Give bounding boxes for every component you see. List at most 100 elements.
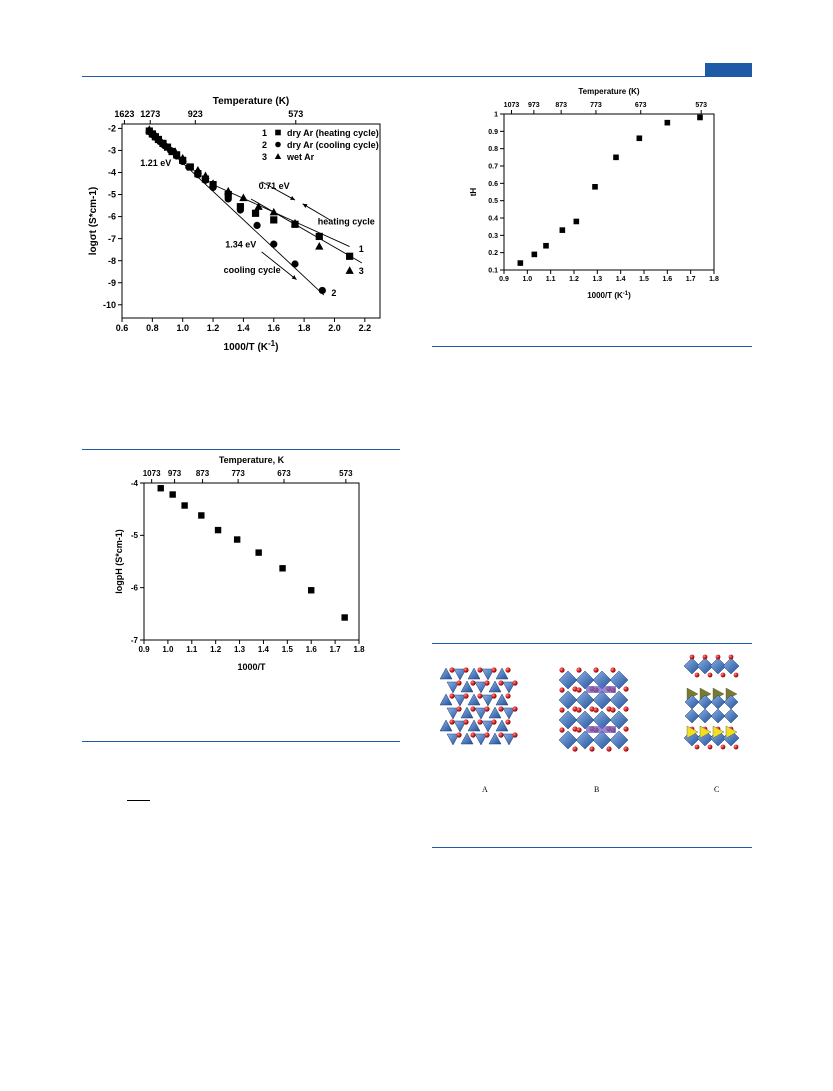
- oxygen-atom: [694, 744, 700, 750]
- figure-rule-right-3: [432, 847, 752, 848]
- chart3-top-tick-label: 873: [555, 102, 567, 109]
- interlayer-tetrahedron: [699, 725, 712, 739]
- chart3-x-tick-label: 0.9: [499, 276, 509, 283]
- oxygen-atom: [623, 706, 629, 712]
- chart2-top-tick-label: 573: [339, 469, 353, 478]
- tetrahedron: [460, 706, 474, 719]
- oxygen-atom: [512, 732, 518, 738]
- oxygen-atom: [505, 667, 511, 673]
- header-rule: [82, 76, 752, 77]
- oxygen-atom: [589, 746, 595, 752]
- chart1-series1-point: [251, 209, 260, 217]
- octahedron: [609, 670, 629, 690]
- oxygen-atom: [576, 667, 582, 673]
- tetrahedron: [502, 707, 516, 720]
- chart3-y-tick-label: 0.4: [488, 215, 498, 222]
- chart1-annotation: 1.21 eV: [140, 158, 171, 168]
- chart3-series1-point: [573, 218, 580, 225]
- octahedron: [609, 690, 629, 710]
- oxygen-atom: [512, 706, 518, 712]
- figure-rule-left-2: [82, 741, 400, 742]
- oxygen-atom: [470, 680, 476, 686]
- tetrahedron: [439, 667, 453, 680]
- chart1-legend-number: 2: [262, 140, 267, 150]
- chart1-series1-point: [224, 190, 232, 199]
- tetrahedron: [488, 680, 502, 693]
- chart2-x-tick-label: 1.4: [258, 645, 270, 654]
- oxygen-atom: [477, 667, 483, 673]
- oxygen-atom: [456, 706, 462, 712]
- chart2-top-tick-label: 673: [277, 469, 291, 478]
- oxygen-atom: [610, 667, 616, 673]
- tetrahedron: [481, 668, 495, 681]
- oxygen-atom: [559, 727, 565, 733]
- chart3-x-tick-label: 1.4: [616, 276, 626, 283]
- chart2-x-tick-label: 1.7: [330, 645, 342, 654]
- tetrahedron: [467, 667, 481, 680]
- chart1-x-axis-label: 1000/T (K-1): [224, 339, 279, 354]
- layer-bond: [586, 686, 616, 693]
- chart1-x-tick-label: 1.8: [298, 323, 311, 333]
- chart3-top-tick-label: 573: [695, 102, 707, 109]
- crystal-structure-figure: [439, 654, 740, 752]
- chart1-annotation: 0.71 eV: [259, 181, 290, 191]
- chart2-series1-point: [198, 512, 205, 519]
- oxygen-atom: [623, 726, 629, 732]
- chart2-x-tick-label: 0.9: [138, 645, 150, 654]
- chart1-series2-point: [166, 146, 175, 155]
- octahedron: [709, 657, 727, 675]
- tetrahedron: [453, 720, 467, 733]
- chart2-series1-point: [181, 502, 188, 509]
- interlayer-tetrahedron: [712, 725, 725, 739]
- chart3-x-tick-label: 1.6: [662, 276, 672, 283]
- tetrahedron: [488, 706, 502, 719]
- chart1-arrow-head: [302, 203, 308, 208]
- structure-b-lattice: [558, 667, 629, 752]
- oxygen-atom: [512, 680, 518, 686]
- chart1-fit-line: [212, 184, 350, 247]
- oxygen-atom: [707, 744, 713, 750]
- chart1-y-tick-label: -4: [108, 168, 116, 178]
- transference-number-chart: Temperature (K) 1073 973 873 773 673 573 0.9 1.0…: [469, 87, 719, 300]
- octahedron: [609, 710, 629, 730]
- chart1-x-tick-label: 1.6: [268, 323, 281, 333]
- tetrahedron: [474, 707, 488, 720]
- octahedron: [710, 708, 726, 724]
- oxygen-atom: [572, 706, 578, 712]
- chart1-series3-point: [170, 147, 180, 155]
- octahedron: [684, 708, 700, 724]
- oxygen-atom: [689, 654, 695, 660]
- chart2-series1-point: [214, 526, 222, 534]
- chart3-y-tick-label: 0.3: [488, 233, 498, 240]
- chart1-series3-point: [345, 266, 354, 274]
- oxygen-atom: [702, 654, 708, 660]
- oxygen-atom: [456, 680, 462, 686]
- tetrahedron: [495, 693, 509, 706]
- oxygen-atom: [491, 693, 497, 699]
- chart2-series1-point: [233, 536, 241, 543]
- chart1-series2-point: [224, 195, 232, 203]
- chart2-x-axis-label: 1000/T: [237, 662, 266, 672]
- tetrahedron: [453, 694, 467, 707]
- oxygen-atom: [498, 732, 504, 738]
- chart1-series3-point: [160, 139, 169, 148]
- oxygen-atom: [498, 706, 504, 712]
- octahedron: [558, 690, 578, 710]
- tetrahedron: [446, 707, 460, 720]
- oxygen-atom: [720, 672, 726, 678]
- chart2-y-axis-label: logpH (S*cm-1): [114, 529, 124, 594]
- chart3-y-tick-label: 1: [494, 111, 498, 118]
- tetrahedron: [474, 733, 488, 746]
- conductivity-chart: Temperature (K) 1623 1273 923 573 0.6 0.8 1.0 1.…: [88, 96, 381, 354]
- tetrahedron: [460, 680, 474, 693]
- chart1-series3-point: [224, 186, 233, 195]
- chart3-y-tick-label: 0.6: [488, 181, 498, 188]
- chart1-series3-point: [201, 171, 210, 180]
- oxygen-atom: [720, 744, 726, 750]
- chart3-series1-point: [664, 119, 671, 126]
- structure-label-a: A: [482, 785, 488, 794]
- chart2-top-tick-label: 773: [231, 469, 245, 478]
- chart1-series2-point: [291, 260, 299, 268]
- octahedron: [558, 730, 578, 750]
- oxygen-atom: [477, 693, 483, 699]
